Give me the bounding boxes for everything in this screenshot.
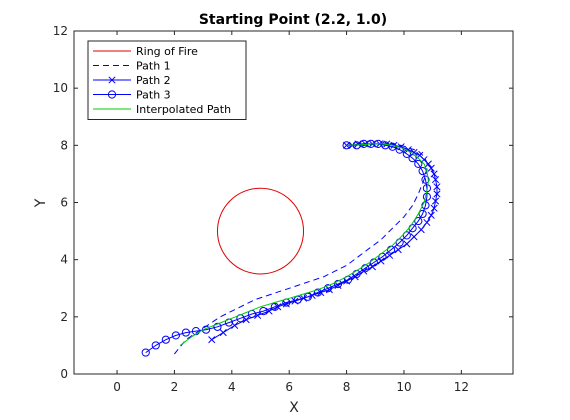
series-path-3-point — [333, 279, 343, 289]
series-path-3-point — [421, 175, 430, 184]
y-tick-label: 4 — [60, 253, 68, 267]
series-path-3-point — [259, 307, 268, 316]
series-path-2-point — [343, 141, 351, 149]
series-path-3-point — [418, 166, 427, 176]
legend-ring-of-fire-label: Ring of Fire — [136, 45, 198, 58]
legend-path-2-marker — [108, 76, 116, 84]
x-tick-label: 0 — [113, 380, 121, 394]
legend-interpolated-path-label: Interpolated Path — [136, 103, 231, 116]
series-path-3-point — [151, 341, 160, 350]
legend-path-1-label: Path 1 — [136, 60, 171, 73]
series-path-2-point — [394, 246, 402, 254]
legend-path-3-label: Path 3 — [136, 89, 171, 102]
series-path-3-point — [418, 209, 427, 219]
series-path-2-point — [430, 170, 438, 178]
series-path-2-point — [417, 226, 425, 234]
series-path-3-point — [395, 145, 404, 154]
series-path-3-point — [181, 328, 191, 337]
series-path-3-point — [171, 331, 180, 340]
x-axis-title: X — [289, 400, 299, 416]
y-tick-label: 0 — [60, 367, 68, 381]
series-path-2-point — [208, 336, 216, 344]
series-path-3-point — [323, 284, 333, 293]
y-tick-label: 2 — [60, 310, 68, 324]
series-path-2-point — [265, 307, 273, 315]
series-path-3-point — [414, 159, 423, 169]
series-path-3-point — [408, 154, 417, 163]
series-path-2-point — [433, 183, 441, 191]
legend-path-2-label: Path 2 — [136, 74, 171, 87]
x-tick-label: 8 — [343, 380, 351, 394]
y-tick-label: 12 — [53, 24, 68, 38]
x-tick-label: 2 — [171, 380, 179, 394]
y-axis-title: Y — [33, 198, 49, 208]
ring-of-fire — [216, 187, 305, 275]
series-path-3-point — [270, 302, 279, 311]
series-path-1-line — [174, 143, 428, 355]
series-path-3-point — [303, 292, 312, 301]
x-tick-label: 4 — [228, 380, 236, 394]
series-path-3-point — [161, 335, 170, 344]
axes: 0 2 4 6 8 10 12 0 2 4 6 8 10 12 — [53, 24, 514, 394]
series-path-2-point — [403, 240, 411, 248]
series-path-2-point — [430, 204, 438, 212]
x-tick-label: 10 — [396, 380, 411, 394]
series-path-3-point — [402, 231, 411, 240]
series-path-2-point — [431, 197, 440, 205]
series-path-3-point — [422, 192, 432, 201]
series-path-3-point — [213, 322, 222, 331]
series-interpolated-path-line — [179, 143, 429, 346]
series-path-2-point — [410, 233, 418, 241]
series-path-2-point — [431, 176, 440, 184]
legend-path-3-marker — [107, 90, 117, 99]
series-path-2-point — [423, 218, 431, 227]
x-tick-label: 6 — [285, 380, 293, 394]
y-tick-label: 8 — [60, 138, 68, 152]
series-path-3-point — [141, 348, 150, 357]
series-path-2-point — [219, 329, 227, 337]
chart-title: Starting Point (2.2, 1.0) — [199, 12, 387, 28]
series-path-3-point — [421, 201, 430, 210]
series-path-2-point — [433, 190, 441, 198]
series-path-3-point — [313, 288, 322, 297]
y-tick-label: 10 — [53, 81, 68, 95]
x-tick-label: 12 — [454, 380, 469, 394]
series-path-3-point — [414, 216, 423, 226]
y-tick-label: 6 — [60, 196, 68, 210]
series-path-2-point — [427, 211, 435, 219]
series-path-3-line — [145, 143, 428, 354]
series-path-3-point — [191, 327, 201, 336]
series-path-2-point — [427, 164, 435, 172]
